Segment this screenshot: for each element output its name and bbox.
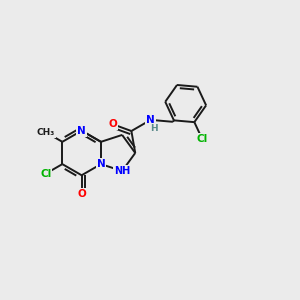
Text: CH₃: CH₃: [37, 128, 55, 137]
Text: H: H: [150, 124, 158, 133]
Text: N: N: [97, 159, 105, 169]
Text: N: N: [77, 126, 86, 136]
Text: Cl: Cl: [197, 134, 208, 144]
Text: Cl: Cl: [40, 169, 52, 178]
Text: N: N: [146, 115, 155, 125]
Text: NH: NH: [114, 166, 130, 176]
Text: O: O: [108, 119, 117, 129]
Text: O: O: [77, 189, 86, 199]
